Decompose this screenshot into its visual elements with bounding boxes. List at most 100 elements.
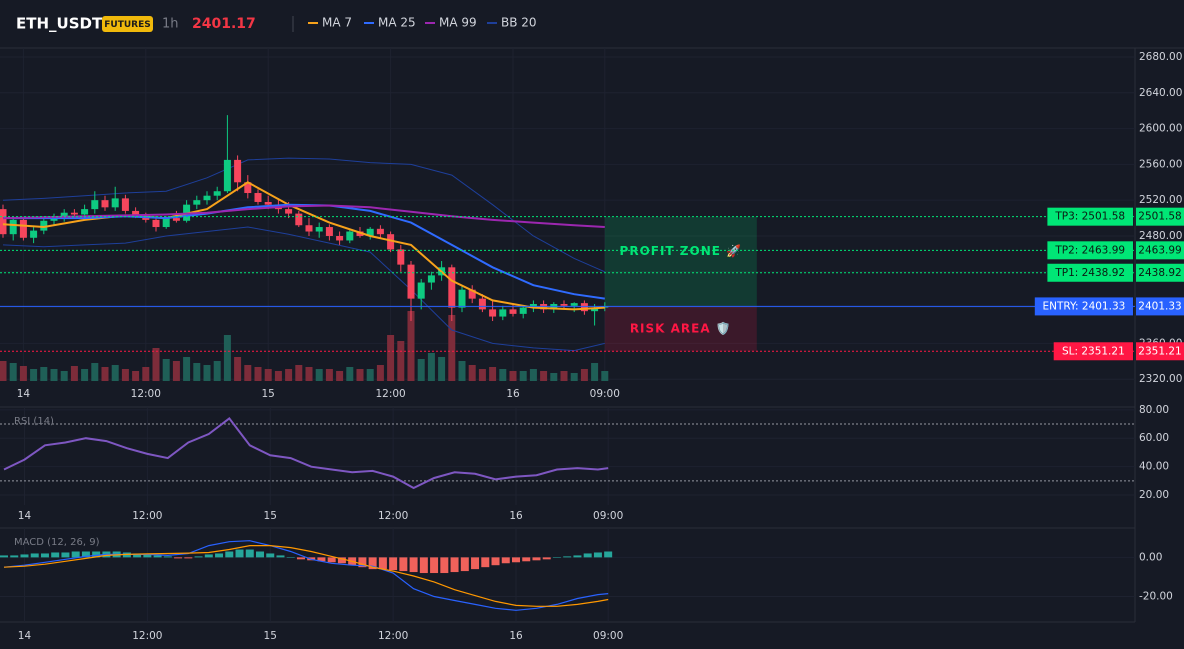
volume-bar bbox=[19, 366, 27, 381]
candle-body bbox=[40, 220, 48, 231]
rsi-line bbox=[3, 416, 609, 490]
histogram-bar bbox=[563, 556, 572, 558]
candle-body bbox=[223, 159, 231, 192]
volume-bar bbox=[9, 363, 17, 381]
candle-body bbox=[264, 201, 272, 205]
y-tick-label: 60.00 bbox=[1139, 432, 1169, 444]
level-label-bg bbox=[1047, 241, 1133, 260]
histogram-bar bbox=[71, 551, 80, 558]
histogram-bar bbox=[174, 557, 183, 559]
y-tick-label: 20.00 bbox=[1139, 489, 1169, 501]
candle-body bbox=[591, 307, 599, 312]
signal-line bbox=[3, 545, 609, 607]
x-tick-label: 15 bbox=[262, 388, 275, 400]
x-tick-label: 09:00 bbox=[590, 388, 620, 400]
histogram-bar bbox=[471, 557, 480, 570]
candle-body bbox=[152, 219, 160, 228]
volume-bar bbox=[101, 367, 109, 381]
volume-bar bbox=[407, 311, 415, 381]
price-tag: 2463.99 bbox=[1138, 244, 1181, 256]
histogram-bar bbox=[583, 553, 592, 558]
symbol: ETH_USDT bbox=[16, 15, 103, 33]
candle-body bbox=[560, 304, 568, 306]
candle-body bbox=[203, 195, 211, 201]
candle-body bbox=[356, 231, 364, 236]
volume-bar bbox=[30, 369, 38, 381]
x-tick-label: 12:00 bbox=[132, 510, 162, 522]
x-tick-label: 12:00 bbox=[378, 510, 408, 522]
candle-body bbox=[315, 227, 323, 232]
x-tick-label: 15 bbox=[264, 510, 277, 522]
candle-body bbox=[387, 234, 395, 250]
level-label-bg bbox=[1053, 342, 1133, 361]
histogram-bar bbox=[573, 555, 582, 558]
candle-body bbox=[366, 228, 374, 236]
candle-body bbox=[570, 303, 578, 306]
level-label-bg bbox=[1034, 297, 1133, 316]
legend-label: MA 7 bbox=[322, 16, 352, 30]
price-tag-bg bbox=[1136, 263, 1184, 282]
price-tag-bg bbox=[1136, 297, 1184, 316]
candle-body bbox=[121, 198, 129, 211]
volume-bar bbox=[499, 369, 507, 381]
histogram-bar bbox=[512, 557, 520, 563]
histogram-bar bbox=[419, 557, 428, 574]
histogram-bar bbox=[256, 551, 264, 558]
volume-bar bbox=[305, 367, 313, 381]
candle-body bbox=[285, 209, 293, 214]
volume-bar bbox=[468, 365, 476, 381]
x-tick-label: 16 bbox=[509, 630, 523, 642]
histogram-bar bbox=[61, 552, 70, 558]
y-tick-label: 40.00 bbox=[1139, 461, 1169, 473]
candle-body bbox=[213, 191, 221, 196]
candle-body bbox=[601, 306, 609, 308]
volume-bar bbox=[60, 371, 68, 381]
volume-bar bbox=[111, 365, 119, 381]
volume-bar bbox=[570, 373, 578, 381]
histogram-bar bbox=[296, 557, 305, 560]
histogram-bar bbox=[522, 557, 531, 562]
volume-bar bbox=[203, 365, 211, 381]
volume-bar bbox=[540, 371, 548, 381]
zone bbox=[604, 216, 757, 307]
histogram-bar bbox=[430, 557, 439, 574]
candle-body bbox=[489, 309, 497, 317]
price-tag-bg bbox=[1136, 207, 1184, 226]
histogram-bar bbox=[542, 557, 551, 560]
volume-bar bbox=[81, 369, 89, 381]
volume-bar bbox=[366, 369, 374, 381]
histogram-bar bbox=[10, 555, 19, 558]
badge: FUTURES bbox=[104, 20, 150, 30]
candle-body bbox=[244, 182, 252, 194]
candle-body bbox=[60, 212, 68, 219]
candle-body bbox=[407, 264, 415, 299]
histogram-bar bbox=[184, 557, 193, 559]
y-tick-label: 2600.00 bbox=[1139, 123, 1182, 135]
candle-body bbox=[346, 231, 354, 241]
price-tag: 2351.21 bbox=[1138, 345, 1181, 357]
candle-body bbox=[305, 225, 313, 232]
x-tick-label: 14 bbox=[18, 630, 32, 642]
interval[interactable]: 1h bbox=[162, 17, 179, 32]
histogram-bar bbox=[368, 557, 377, 570]
candle-body bbox=[162, 218, 170, 228]
histogram-bar bbox=[30, 553, 39, 558]
x-tick-label: 15 bbox=[264, 630, 277, 642]
volume-bar bbox=[183, 357, 191, 381]
candle-body bbox=[234, 159, 242, 183]
candle-body bbox=[254, 193, 262, 202]
volume-bar bbox=[356, 369, 364, 381]
candle-body bbox=[295, 213, 303, 226]
volume-bar bbox=[254, 367, 262, 381]
volume-bar bbox=[223, 335, 231, 381]
histogram-bar bbox=[225, 551, 234, 558]
histogram-bar bbox=[358, 557, 367, 568]
volume-bar bbox=[417, 359, 425, 381]
volume-bar bbox=[325, 369, 333, 381]
volume-bar bbox=[580, 369, 588, 381]
histogram-bar bbox=[266, 553, 275, 558]
candle-body bbox=[580, 303, 588, 312]
volume-bar bbox=[397, 341, 405, 381]
candle-body bbox=[19, 219, 27, 238]
candle-body bbox=[50, 218, 58, 221]
